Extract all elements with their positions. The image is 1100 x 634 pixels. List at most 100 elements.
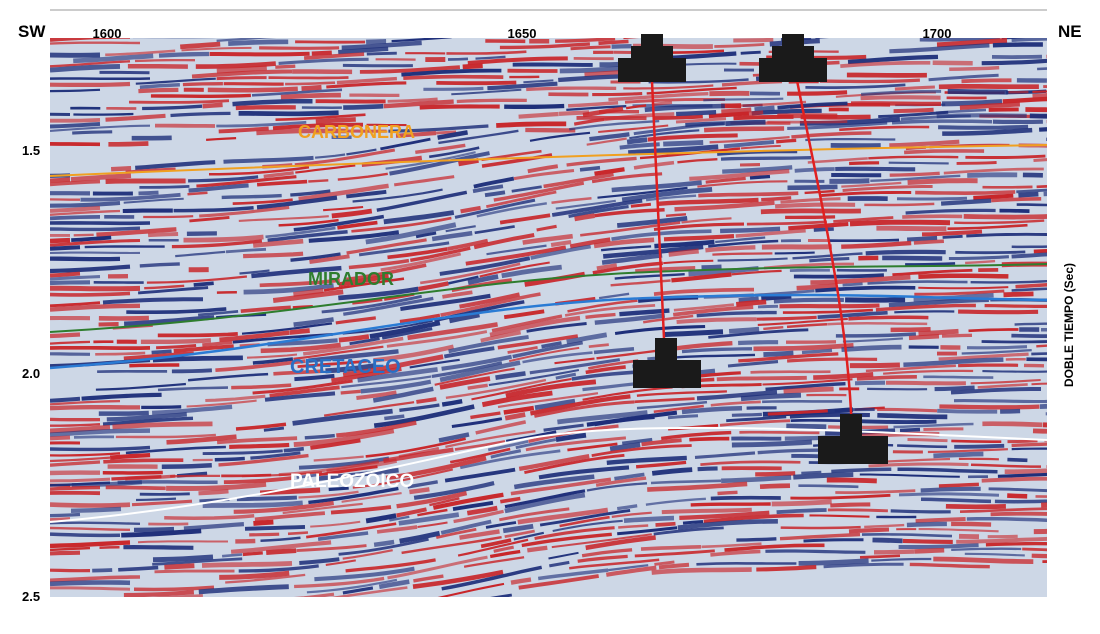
- reflector: [50, 180, 70, 181]
- reflector: [272, 622, 302, 623]
- reflector: [986, 544, 1056, 545]
- reflector: [848, 317, 928, 319]
- reflector: [955, 252, 1025, 253]
- reflector: [721, 110, 751, 112]
- reflector: [691, 504, 771, 505]
- reflector: [786, 426, 826, 427]
- horizon-label: MIRADOR: [308, 269, 394, 289]
- reflector: [831, 4, 881, 6]
- x-tick-label: 1700: [923, 26, 952, 41]
- reflector: [353, 24, 433, 25]
- reflector: [50, 399, 80, 401]
- reflector: [765, 551, 865, 552]
- reflector: [1041, 504, 1061, 505]
- reflector: [135, 620, 235, 625]
- reflector: [50, 90, 100, 91]
- reflector: [155, 571, 235, 572]
- reflector: [918, 287, 1008, 288]
- reflector: [643, 30, 683, 33]
- reflector: [50, 247, 80, 249]
- reflector: [1047, 119, 1100, 122]
- reflector: [443, 27, 493, 29]
- reflector: [663, 143, 703, 145]
- reflector: [761, 198, 791, 200]
- reflector: [275, 66, 295, 67]
- reflector: [439, 21, 539, 24]
- reflector: [280, 616, 300, 617]
- reflector: [1046, 139, 1086, 140]
- reflector: [814, 32, 844, 34]
- reflector: [403, 77, 503, 79]
- reflector: [937, 115, 1027, 116]
- reflector: [964, 216, 1054, 217]
- reflector: [221, 475, 271, 476]
- reflector: [711, 498, 781, 499]
- reflector: [991, 199, 1041, 201]
- reflector: [1012, 444, 1100, 446]
- reflector: [141, 340, 211, 342]
- reflector: [726, 122, 766, 123]
- reflector: [982, 424, 1042, 425]
- reflector: [172, 370, 212, 371]
- reflector: [1032, 556, 1100, 557]
- reflector: [669, 251, 699, 254]
- reflector: [721, 158, 811, 159]
- reflector: [801, 472, 821, 473]
- reflector: [50, 259, 120, 260]
- reflector: [781, 527, 861, 528]
- reflector: [139, 186, 189, 187]
- reflector: [776, 140, 796, 141]
- reflector: [199, 617, 219, 618]
- reflector: [228, 42, 288, 44]
- reflector: [592, 94, 642, 95]
- reflector: [138, 541, 228, 542]
- reflector: [799, 561, 869, 564]
- reflector: [805, 139, 895, 140]
- reflector: [905, 263, 955, 264]
- reflector: [302, 87, 322, 88]
- reflector: [384, 416, 404, 418]
- reflector: [203, 503, 303, 506]
- reflector: [133, 36, 233, 37]
- reflector: [340, 601, 440, 619]
- x-tick-label: 1600: [93, 26, 122, 41]
- reflector: [971, 281, 1051, 282]
- reflector: [967, 175, 1017, 176]
- reflector: [683, 522, 703, 524]
- reflector: [895, 87, 935, 89]
- reflector: [733, 40, 773, 41]
- reflector: [106, 487, 166, 488]
- reflector: [180, 44, 220, 47]
- reflector: [850, 222, 950, 224]
- reflector: [143, 216, 193, 217]
- reflector: [1047, 465, 1100, 467]
- reflector: [159, 54, 209, 56]
- reflector: [933, 559, 1033, 562]
- reflector: [144, 612, 234, 613]
- reflector: [1015, 324, 1065, 325]
- reflector: [866, 252, 946, 253]
- reflector: [842, 347, 902, 350]
- axis-label: DOBLE TIEMPO (Sec): [1062, 263, 1076, 387]
- reflector: [1002, 32, 1100, 37]
- reflector: [448, 59, 468, 60]
- reflector: [73, 114, 133, 115]
- reflector: [916, 519, 966, 521]
- reflector: [772, 502, 832, 504]
- reflector: [110, 455, 150, 458]
- reflector: [843, 284, 863, 285]
- reflector: [1043, 86, 1073, 87]
- reflector: [1000, 411, 1020, 412]
- reflector: [475, 15, 575, 18]
- reflector: [982, 341, 1072, 342]
- reflector: [50, 605, 100, 606]
- reflector: [292, 602, 332, 607]
- reflector: [240, 610, 260, 612]
- reflector: [653, 117, 703, 119]
- reflector: [50, 523, 140, 524]
- y-tick-label: 1.5: [22, 143, 40, 158]
- reflector: [894, 110, 934, 111]
- reflector: [836, 334, 916, 336]
- reflector: [50, 84, 130, 85]
- reflector: [702, 267, 722, 268]
